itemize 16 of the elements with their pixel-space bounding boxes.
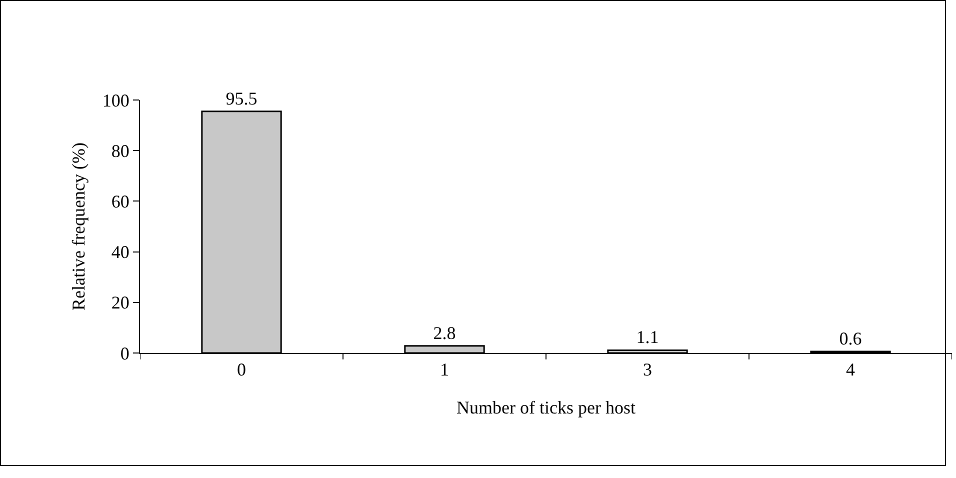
- data-label: 0.6: [839, 328, 862, 348]
- y-tick-label: 100: [102, 90, 130, 110]
- y-tick-label: 20: [111, 292, 130, 313]
- y-tick-label: 80: [111, 140, 130, 161]
- x-tick-label: 3: [643, 360, 652, 380]
- x-tick-label: 0: [237, 360, 246, 380]
- data-label: 1.1: [636, 327, 659, 348]
- x-tick-label: 1: [440, 360, 449, 380]
- data-label: 95.5: [226, 88, 258, 108]
- y-axis-title: Relative frequency (%): [68, 142, 89, 310]
- y-tick-label: 40: [111, 242, 130, 262]
- data-label: 2.8: [433, 322, 456, 343]
- x-tick-label: 4: [846, 360, 855, 380]
- y-tick-label: 0: [120, 343, 130, 364]
- y-tick-label: 60: [111, 192, 130, 212]
- x-axis-title: Number of ticks per host: [456, 398, 636, 418]
